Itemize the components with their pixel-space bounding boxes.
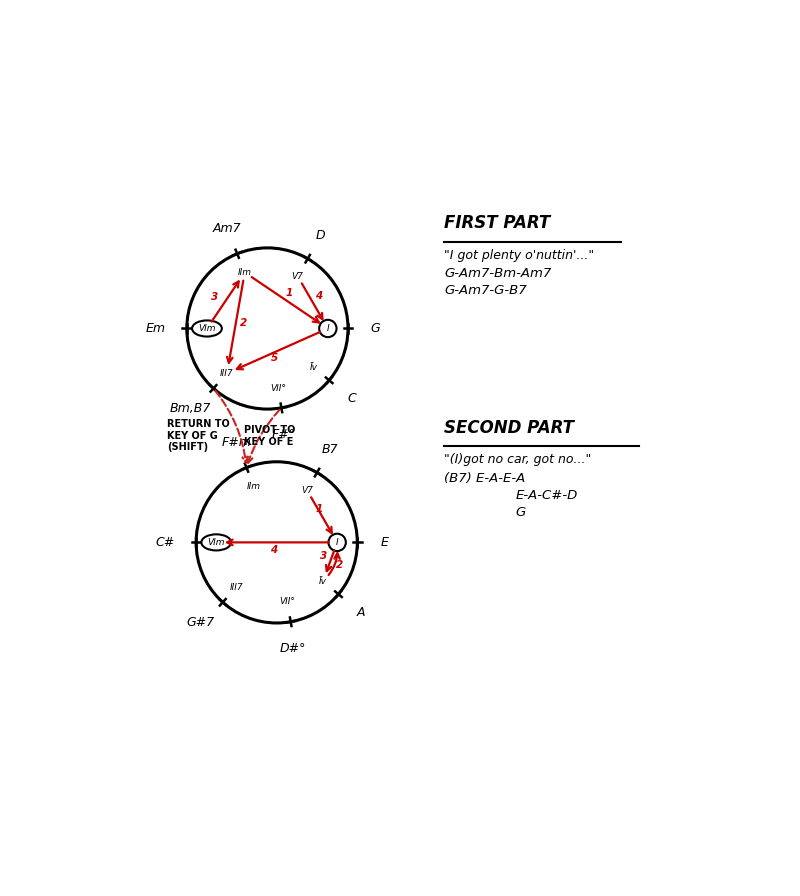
Text: E-A-C#-D: E-A-C#-D — [515, 489, 578, 503]
Text: Em: Em — [146, 322, 166, 335]
Text: VIm: VIm — [198, 324, 216, 333]
Text: G#7: G#7 — [186, 616, 214, 629]
Text: 1: 1 — [286, 288, 293, 298]
Text: 4: 4 — [315, 291, 322, 301]
Text: VII°: VII° — [270, 383, 286, 392]
Text: III7: III7 — [220, 369, 234, 378]
Text: VII°: VII° — [279, 598, 295, 607]
Text: Īv: Īv — [310, 363, 318, 372]
Text: D: D — [316, 229, 326, 242]
Text: IIm: IIm — [247, 482, 261, 491]
Text: PIVOT TO
KEY OF E: PIVOT TO KEY OF E — [245, 425, 296, 446]
Text: I: I — [336, 538, 338, 547]
Text: Īv: Īv — [319, 577, 327, 586]
Text: 2: 2 — [336, 560, 343, 570]
Text: IIm: IIm — [238, 268, 252, 277]
Text: Bm,B7: Bm,B7 — [170, 402, 211, 415]
Text: 3: 3 — [320, 551, 327, 561]
Text: C: C — [348, 392, 356, 406]
Text: G-Am7-Bm-Am7: G-Am7-Bm-Am7 — [444, 267, 551, 280]
Text: 4: 4 — [270, 545, 278, 555]
Text: 5: 5 — [270, 353, 278, 364]
Text: "I got plenty o'nuttin'...": "I got plenty o'nuttin'..." — [444, 249, 594, 262]
Text: 1: 1 — [315, 504, 322, 513]
Text: V7: V7 — [292, 271, 303, 280]
Text: G-Am7-G-B7: G-Am7-G-B7 — [444, 283, 526, 297]
Text: E: E — [381, 536, 389, 549]
Text: C#: C# — [155, 536, 174, 549]
Text: V7: V7 — [301, 486, 313, 495]
Text: I: I — [326, 324, 329, 333]
Text: Am7: Am7 — [213, 222, 242, 236]
Text: (B7) E-A-E-A: (B7) E-A-E-A — [444, 472, 526, 485]
Text: D#°: D#° — [280, 642, 306, 655]
Text: SECOND PART: SECOND PART — [444, 418, 574, 436]
Text: A: A — [357, 607, 366, 619]
Text: 2: 2 — [240, 318, 247, 328]
Text: VIm: VIm — [207, 538, 225, 547]
Text: G: G — [370, 322, 380, 335]
Text: B7: B7 — [322, 444, 338, 456]
Text: G: G — [515, 506, 526, 519]
Text: F#°: F#° — [272, 428, 296, 442]
Text: "(I)got no car, got no...": "(I)got no car, got no..." — [444, 453, 591, 467]
Text: FIRST PART: FIRST PART — [444, 214, 550, 232]
Text: III7: III7 — [230, 582, 243, 591]
Text: F#m: F#m — [222, 436, 251, 449]
Text: RETURN TO
KEY OF G
(SHIFT): RETURN TO KEY OF G (SHIFT) — [167, 419, 230, 452]
Text: 3: 3 — [211, 292, 218, 302]
